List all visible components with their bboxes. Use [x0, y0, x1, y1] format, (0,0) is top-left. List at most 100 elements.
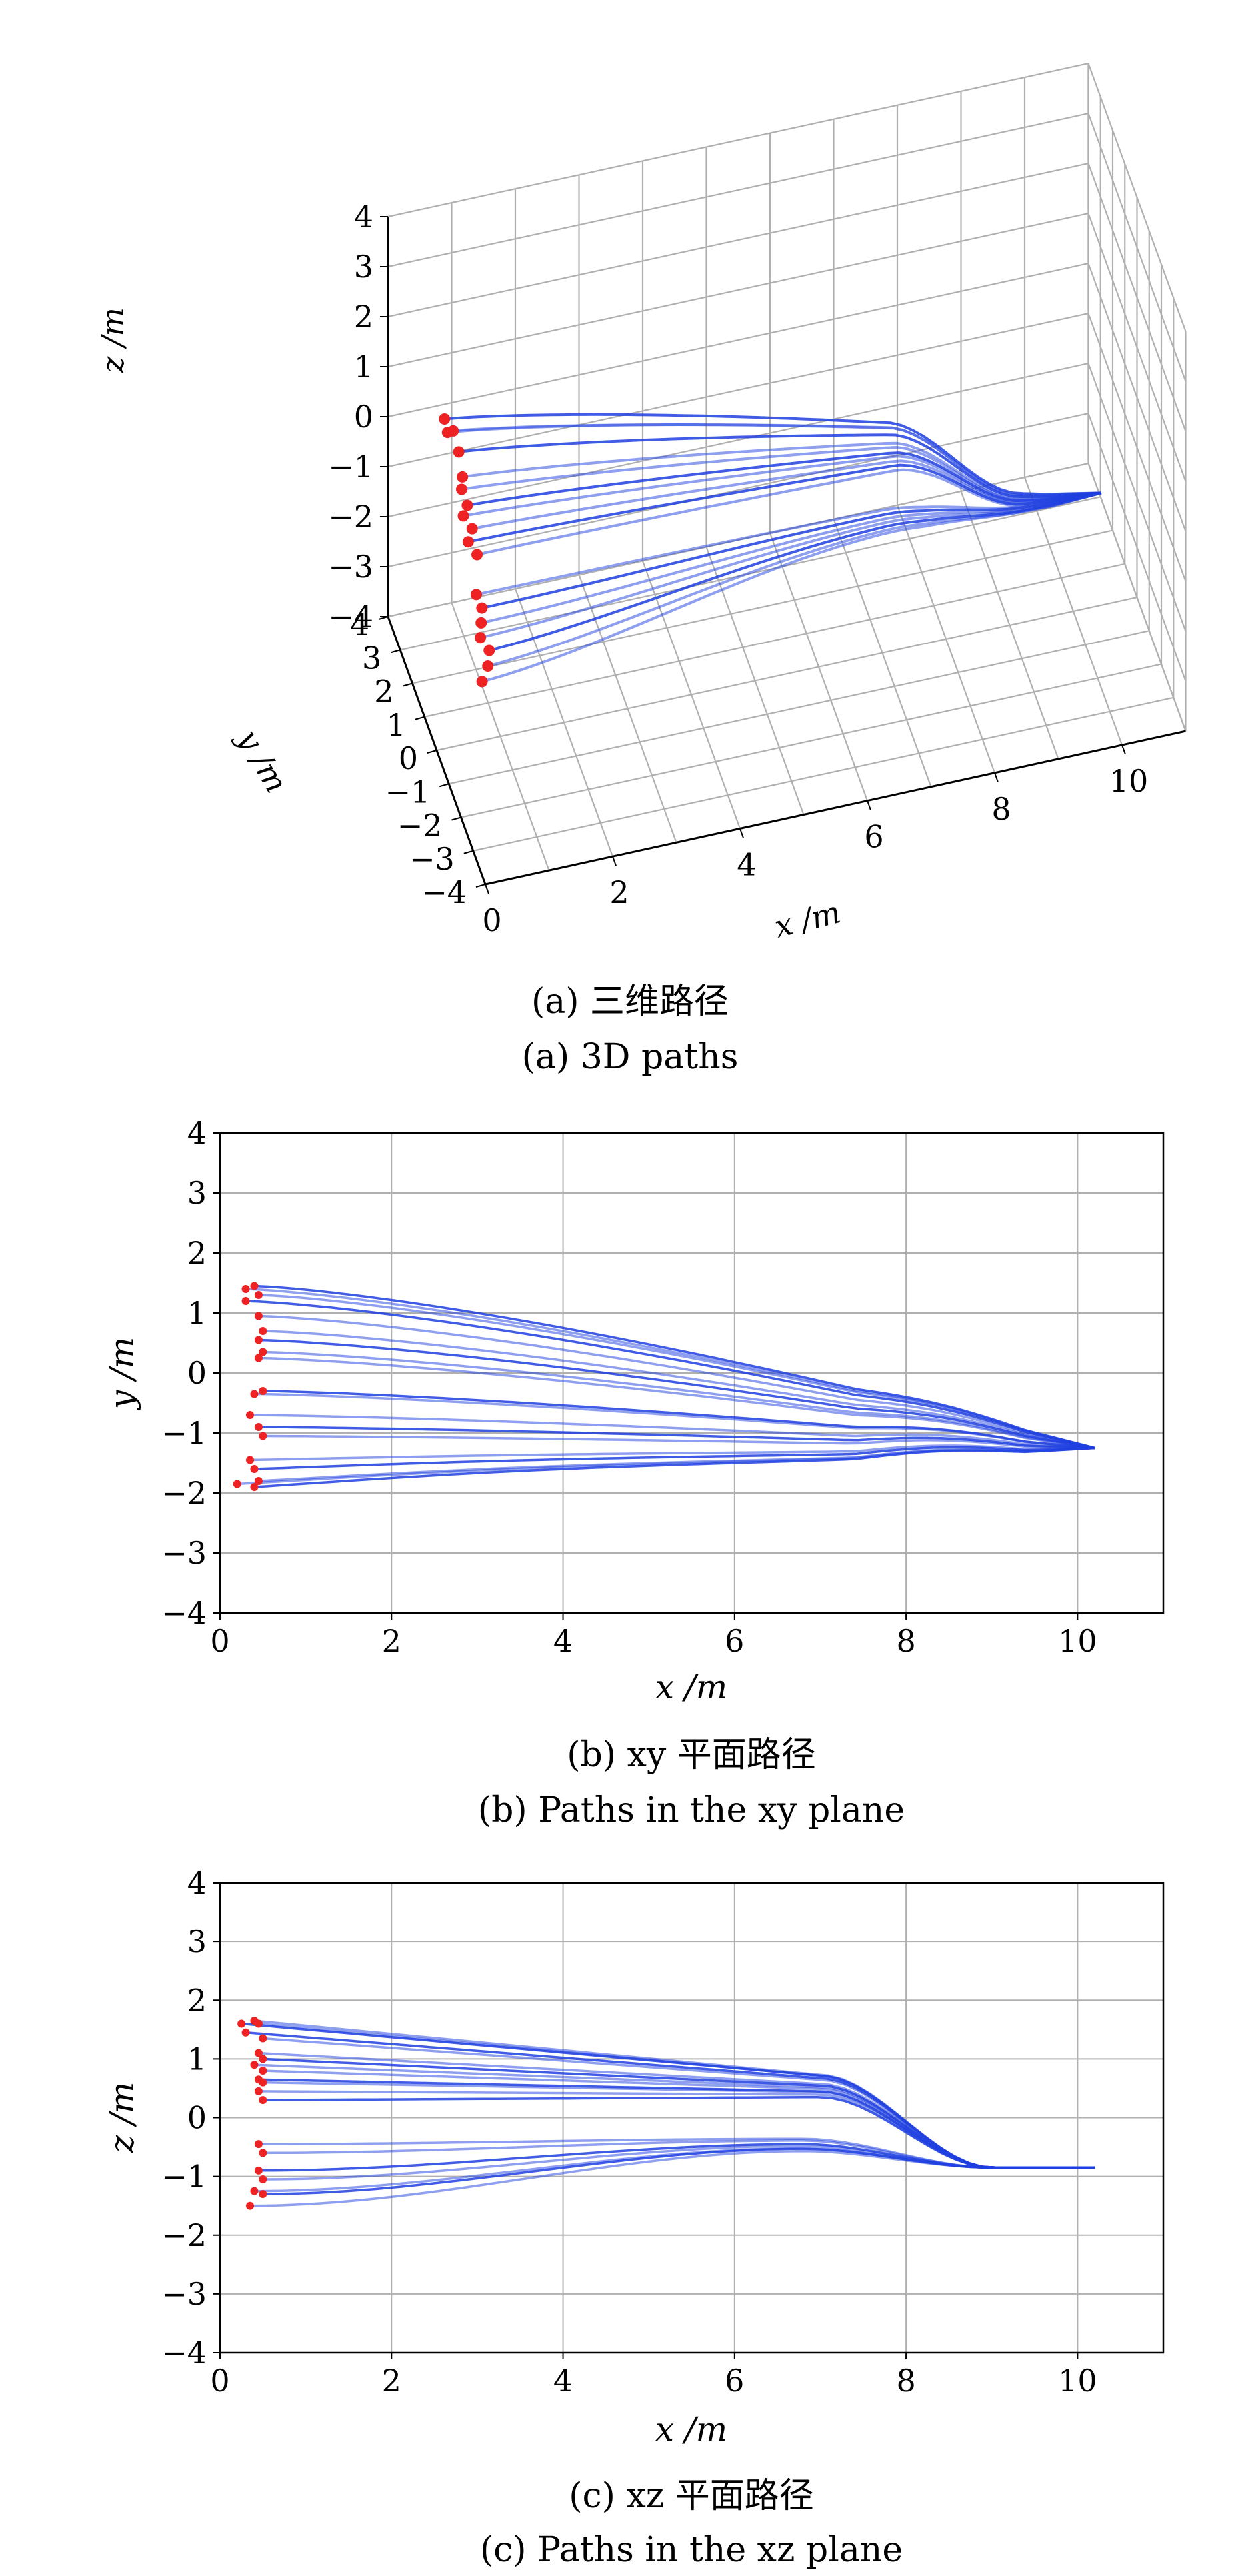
c-xtick-label: 2	[382, 2363, 401, 2399]
b-start-point	[254, 1423, 263, 1431]
a-wall-x-zgrid	[1087, 113, 1187, 382]
panel-b-caption-en: (b) Paths in the xy plane	[478, 1790, 905, 1830]
c-path-line	[249, 2149, 1095, 2207]
a-ztick-label: −3	[328, 549, 373, 585]
panel-a-ylabel: y /m	[230, 722, 295, 799]
b-ytick-label: 3	[187, 1175, 207, 1211]
b-start-point	[254, 1354, 263, 1362]
b-xtick-label: 4	[553, 1623, 573, 1659]
a-start-point	[466, 523, 478, 535]
a-xtick-label: 0	[482, 902, 501, 938]
a-path-line	[467, 463, 1102, 543]
a-ztick-label: 2	[354, 299, 373, 335]
a-ztick-label: 4	[354, 199, 373, 235]
b-start-point	[233, 1480, 241, 1488]
b-ytick-label: −4	[161, 1595, 207, 1631]
b-start-point	[254, 1312, 263, 1320]
a-wall-y-zgrid	[387, 263, 1089, 418]
a-start-point	[461, 499, 473, 511]
a-path-line	[444, 413, 1101, 496]
c-xtick-label: 4	[553, 2363, 573, 2399]
a-ytick-mark	[427, 750, 437, 754]
b-path-line	[258, 1314, 1095, 1450]
b-start-point	[250, 1465, 259, 1473]
a-floor-ygrid	[424, 563, 1125, 718]
b-xtick-label: 2	[382, 1623, 401, 1659]
b-start-point	[241, 1297, 250, 1305]
a-wall-y-zgrid	[387, 363, 1089, 518]
a-path-line	[487, 491, 1102, 668]
panel-c-xz-chart: 0 2 4 6 8 10 −4 −3 −2 −1 0 1 2 3 4 x /m z /m	[103, 1865, 1165, 2449]
b-path-line	[254, 1392, 1095, 1450]
a-xtick-mark	[612, 856, 617, 866]
a-ytick-mark	[415, 716, 425, 720]
a-ytick-label: −2	[397, 808, 443, 844]
a-wall-y-zgrid	[387, 63, 1089, 218]
b-ytick-label: −1	[161, 1415, 207, 1451]
panel-b-ylabel: y /m	[103, 1337, 141, 1410]
a-wall-y-zgrid	[387, 163, 1089, 318]
a-path-line	[471, 459, 1102, 531]
a-floor-ygrid	[412, 529, 1113, 684]
a-xtick-label: 8	[991, 791, 1011, 827]
panel-c-caption-cn: (c) xz 平面路径	[569, 2476, 813, 2516]
panel-c-paths	[241, 2019, 1095, 2207]
a-start-point	[471, 549, 483, 561]
a-path-line	[477, 468, 1102, 556]
c-start-point	[246, 2201, 255, 2210]
b-ytick-label: 2	[187, 1235, 207, 1271]
panel-c-tick-labels: 0 2 4 6 8 10 −4 −3 −2 −1 0 1 2 3 4	[161, 1865, 1097, 2399]
a-ytick-label: 4	[350, 607, 369, 643]
panel-b-caption-cn: (b) xy 平面路径	[567, 1735, 816, 1775]
panel-b-paths	[237, 1284, 1095, 1488]
panel-a-paths	[444, 413, 1102, 683]
a-xtick-label: 10	[1109, 763, 1149, 799]
c-start-point	[241, 2028, 250, 2037]
a-path-line	[481, 491, 1102, 683]
panel-a-start-points	[439, 413, 495, 688]
c-xtick-label: 0	[210, 2363, 229, 2399]
a-start-point	[475, 617, 487, 629]
c-start-point	[259, 2149, 267, 2157]
b-path-line	[263, 1350, 1095, 1450]
c-start-point	[259, 2078, 267, 2087]
b-start-point	[254, 1336, 263, 1344]
a-xtick-label: 4	[737, 846, 756, 882]
panel-c-start-points	[237, 2017, 267, 2210]
b-path-line	[254, 1446, 1095, 1488]
panel-a-caption-cn: (a) 三维路径	[531, 982, 729, 1022]
a-wall-x-zgrid	[1087, 413, 1187, 682]
a-start-point	[457, 510, 469, 522]
c-ytick-label: −4	[161, 2335, 207, 2371]
a-start-point	[447, 425, 459, 437]
b-start-point	[254, 1477, 263, 1485]
b-start-point	[246, 1411, 255, 1419]
b-start-point	[246, 1456, 255, 1464]
b-ytick-label: −2	[161, 1475, 207, 1511]
b-xtick-label: 6	[725, 1623, 744, 1659]
a-ytick-label: 0	[399, 740, 418, 776]
a-wall-x-zgrid	[1087, 263, 1187, 532]
panel-b-xy-chart: 0 2 4 6 8 10 −4 −3 −2 −1 0 1 2 3 4 x /m y /m	[103, 1115, 1165, 1706]
c-ytick-label: −2	[161, 2217, 207, 2253]
a-path-line	[475, 491, 1102, 596]
b-start-point	[254, 1291, 263, 1299]
b-path-line	[263, 1330, 1095, 1450]
a-wall-x-zgrid	[1087, 363, 1187, 632]
a-ztick-label: 1	[354, 349, 373, 385]
a-start-point	[475, 632, 487, 644]
c-start-point	[259, 2175, 267, 2184]
a-ytick-label: 2	[374, 674, 393, 710]
a-ztick-label: −4	[328, 599, 373, 635]
b-xtick-label: 8	[896, 1623, 915, 1659]
panel-c-xlabel: x /m	[655, 2410, 727, 2449]
a-wall-x-zgrid	[1087, 213, 1187, 482]
b-path-line	[263, 1434, 1095, 1450]
a-ytick-mark	[439, 783, 449, 788]
b-start-point	[259, 1432, 267, 1440]
a-ytick-label: −3	[409, 841, 455, 877]
b-ytick-label: 4	[187, 1115, 207, 1151]
a-xtick-mark	[1121, 744, 1126, 755]
a-path-line	[458, 433, 1102, 499]
